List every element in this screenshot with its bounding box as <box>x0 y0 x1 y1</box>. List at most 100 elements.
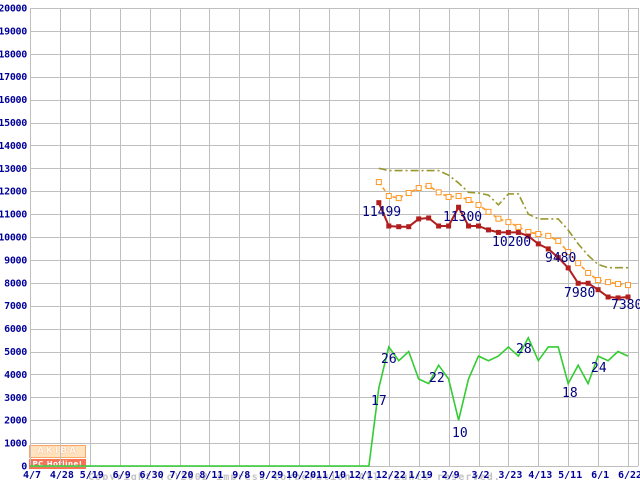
series-lowest-price-marker <box>386 223 392 229</box>
series-lowest-price-marker <box>555 255 561 261</box>
series-lowest-price-marker <box>535 241 541 247</box>
y-tick-label: 7000 <box>4 301 27 312</box>
series-average-price-marker <box>615 280 622 287</box>
series-average-price-marker <box>485 208 492 215</box>
series-average-price-marker <box>535 231 542 238</box>
series-lowest-price-marker <box>406 224 412 230</box>
series-average-price-marker <box>625 282 631 289</box>
series-average-price-marker <box>445 193 452 200</box>
annotation-shop-count: 18 <box>562 386 578 401</box>
annotation-lowest-price: 7380 <box>611 298 640 313</box>
y-tick-label: 2000 <box>4 416 27 427</box>
series-lowest-price-marker <box>476 223 481 229</box>
annotation-shop-count: 17 <box>371 394 387 409</box>
series-average-price-marker <box>495 215 502 222</box>
series-average-price-marker <box>605 279 612 286</box>
copyright-watermark: Copyright (c)2002 impress corporation Al… <box>88 445 501 480</box>
series-average-price-marker <box>595 277 602 284</box>
series-average-price-marker <box>575 260 582 267</box>
annotation-lowest-price: 7980 <box>564 286 595 301</box>
logo-pc-hotline-text: PC Hotline! <box>29 459 86 469</box>
x-tick-label: 4/13 <box>528 470 552 480</box>
x-tick-label: 5/11 <box>558 470 582 480</box>
y-tick-label: 18000 <box>0 49 27 60</box>
series-average-price-marker <box>405 190 412 197</box>
y-tick-label: 20000 <box>0 4 27 15</box>
x-tick-label: 6/1 <box>591 470 609 480</box>
x-tick-label: 3/23 <box>498 470 522 480</box>
y-tick-label: 12000 <box>0 187 27 198</box>
logo-akiba-text: AKIBA <box>29 445 86 458</box>
series-lowest-price-marker <box>466 223 472 229</box>
series-lowest-price-marker <box>525 233 531 239</box>
series-average-price-marker <box>415 184 422 191</box>
y-tick-label: 11000 <box>0 210 27 221</box>
series-average-price-marker <box>585 269 592 276</box>
y-tick-label: 17000 <box>0 72 27 83</box>
y-tick-label: 4000 <box>4 370 27 381</box>
series-average-price-marker <box>475 201 482 208</box>
series-lowest-price-marker <box>446 223 452 229</box>
y-tick-label: 0 <box>21 462 27 473</box>
annotation-shop-count: 22 <box>429 371 445 386</box>
series-lowest-price-marker <box>456 204 462 210</box>
series-average-price-marker <box>505 219 512 226</box>
series-lowest-price-marker <box>585 280 591 286</box>
y-tick-label: 3000 <box>4 393 27 404</box>
y-tick-label: 15000 <box>0 118 27 129</box>
series-average-price-marker <box>515 223 522 230</box>
series-average-price-marker <box>455 193 462 200</box>
annotation-lowest-price: 9480 <box>545 251 576 266</box>
annotation-shop-count: 28 <box>516 342 532 357</box>
series-lowest-price-marker <box>436 223 442 229</box>
series-lowest-price-marker <box>396 224 402 230</box>
y-tick-label: 19000 <box>0 26 27 37</box>
akiba-pc-hotline-logo: AKIBA PC Hotline! <box>29 445 86 469</box>
y-tick-label: 1000 <box>4 439 27 450</box>
series-average-price-marker <box>545 232 552 239</box>
copyright-line1: Copyright (c)2002 impress corporation Al… <box>88 472 501 480</box>
series-lowest-price-marker <box>615 295 621 301</box>
series-average-price-marker <box>385 193 392 200</box>
series-lowest-price-marker <box>515 229 521 235</box>
x-tick-label: 4/28 <box>50 470 74 480</box>
series-lowest-price-marker <box>495 229 501 235</box>
series-average-price-marker <box>465 197 472 204</box>
y-tick-label: 16000 <box>0 95 27 106</box>
series-lowest-price-marker <box>376 200 382 206</box>
annotation-lowest-price: 11300 <box>443 210 482 225</box>
series-lowest-price-marker <box>505 229 511 235</box>
y-tick-label: 5000 <box>4 347 27 358</box>
x-tick-label: 4/7 <box>23 470 41 480</box>
series-average-price-line <box>378 181 629 286</box>
series-highest-price-line <box>378 167 628 269</box>
y-tick-label: 8000 <box>4 278 27 289</box>
annotation-lowest-price: 10200 <box>492 235 531 250</box>
annotation-shop-count: 24 <box>591 361 607 376</box>
annotation-shop-count: 26 <box>381 352 397 367</box>
series-average-price-marker <box>395 195 402 202</box>
series-lowest-price-marker <box>565 265 571 271</box>
series-lowest-price-marker <box>595 287 601 293</box>
y-tick-label: 10000 <box>0 233 27 244</box>
series-average-price-marker <box>555 237 562 244</box>
series-lowest-price-marker <box>625 294 631 300</box>
series-average-price-marker <box>375 179 382 186</box>
series-average-price-marker <box>425 182 432 189</box>
y-tick-label: 9000 <box>4 255 27 266</box>
y-tick-label: 14000 <box>0 141 27 152</box>
series-lowest-price-marker <box>426 215 432 221</box>
series-lowest-price-marker <box>575 280 581 286</box>
x-tick-label: 6/22 <box>618 470 640 480</box>
series-average-price-marker <box>525 228 532 235</box>
series-average-price-marker <box>435 189 442 196</box>
series-lowest-price-marker <box>545 246 551 252</box>
annotation-shop-count: 10 <box>452 426 468 441</box>
series-lowest-price-marker <box>485 227 491 233</box>
y-tick-label: 6000 <box>4 324 27 335</box>
annotation-lowest-price: 11499 <box>362 205 401 220</box>
series-lowest-price-marker <box>416 216 422 222</box>
series-lowest-price-line <box>377 202 629 299</box>
